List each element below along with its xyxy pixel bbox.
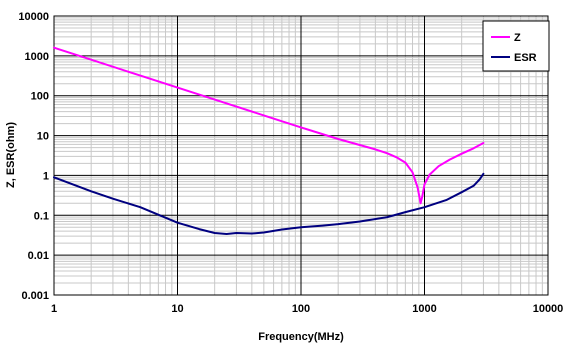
x-tick-label: 10000 — [533, 303, 564, 315]
legend-box — [482, 20, 550, 72]
x-axis: 1 10 100 1000 10000 — [51, 303, 563, 315]
y-axis: 0.001 0.01 0.1 1 10 100 1000 10000 — [18, 11, 49, 302]
y-tick-label: 0.01 — [28, 250, 49, 262]
series-line-esr — [53, 172, 485, 235]
y-tick-label: 0.1 — [34, 210, 49, 222]
y-tick-label: 1000 — [25, 51, 49, 63]
y-axis-label: Z, ESR(ohm) — [5, 122, 17, 188]
y-tick-label: 10000 — [18, 11, 49, 23]
x-tick-label: 10 — [171, 303, 183, 315]
legend-label-z: Z — [514, 32, 521, 44]
y-tick-label: 0.001 — [21, 290, 49, 302]
y-tick-label: 1 — [43, 170, 49, 182]
x-tick-label: 1000 — [412, 303, 436, 315]
y-tick-label: 10 — [37, 131, 49, 143]
legend-label-esr: ESR — [514, 52, 537, 64]
x-axis-label: Frequency(MHz) — [258, 331, 344, 343]
x-tick-label: 100 — [292, 303, 310, 315]
series-layer — [53, 46, 485, 235]
grid — [53, 15, 549, 296]
y-tick-label: 100 — [31, 91, 49, 103]
series-line-z — [53, 46, 485, 205]
legend: Z ESR — [482, 20, 550, 72]
x-tick-label: 1 — [51, 303, 57, 315]
plot-frame — [53, 15, 549, 296]
